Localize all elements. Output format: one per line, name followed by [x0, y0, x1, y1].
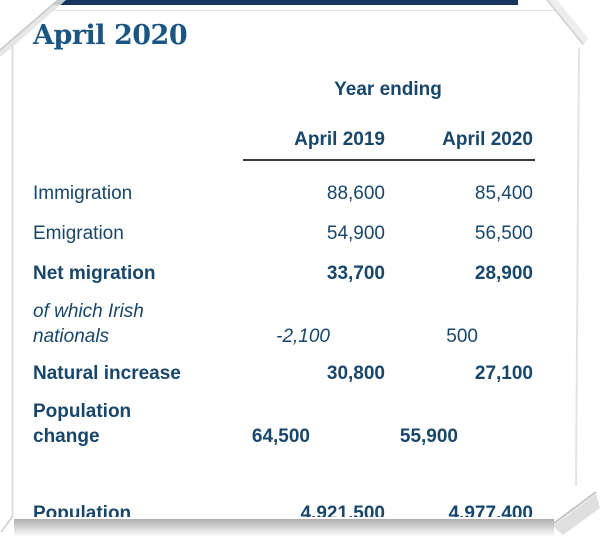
row-label: of which Irish nationals	[33, 301, 144, 347]
row-value-2020: 4,977,400	[448, 502, 533, 518]
row-value-2019: 54,900	[326, 222, 385, 244]
row-value-2019: 64,500	[251, 426, 310, 447]
row-value-2020: 28,900	[474, 262, 533, 284]
table-row: of which Irish nationals -2,100 500	[33, 293, 533, 353]
table-row: Natural increase 30,800 27,100	[33, 353, 533, 393]
row-value-2019: 88,600	[326, 182, 385, 204]
table-row: Population 4,921,500 4,977,400	[33, 493, 533, 518]
document-page: April 2020 Year ending April 2019 April …	[12, 5, 580, 517]
row-label: Immigration	[33, 182, 133, 204]
table-body: Immigration 88,600 85,400 Emigration 54,…	[33, 173, 533, 518]
header-rule	[243, 159, 535, 161]
row-label: Emigration	[33, 222, 124, 244]
column-header-april-2019: April 2019	[294, 129, 385, 150]
row-value-2019: 4,921,500	[300, 502, 385, 518]
row-value-2020: 55,900	[399, 426, 458, 447]
row-value-2020: 85,400	[474, 182, 533, 204]
column-header-april-2020: April 2020	[442, 129, 533, 150]
row-label: Net migration	[33, 262, 156, 284]
table-row: Immigration 88,600 85,400	[33, 173, 533, 213]
table-row: Net migration 33,700 28,900	[33, 253, 533, 293]
table-row: Population change 64,500 55,900	[33, 393, 533, 453]
group-header-spacer	[33, 78, 243, 101]
page-title: April 2020	[33, 20, 188, 51]
group-header-year-ending: Year ending	[334, 79, 442, 100]
page-content: April 2020 Year ending April 2019 April …	[12, 20, 580, 517]
row-label: Natural increase	[33, 362, 181, 384]
row-label: Population	[33, 502, 132, 518]
row-label: Population change	[33, 401, 132, 447]
table-column-headers: April 2019 April 2020	[33, 128, 533, 151]
row-value-2020: 56,500	[474, 222, 533, 244]
row-value-2019: 30,800	[326, 362, 385, 384]
row-value-2019: 33,700	[326, 262, 385, 284]
table-row: Emigration 54,900 56,500	[33, 213, 533, 253]
table-group-header-row: Year ending	[33, 78, 533, 101]
row-value-2020: 500	[446, 326, 478, 347]
column-header-spacer	[33, 128, 243, 151]
row-value-2019: -2,100	[276, 326, 330, 347]
row-value-2020: 27,100	[474, 362, 533, 384]
